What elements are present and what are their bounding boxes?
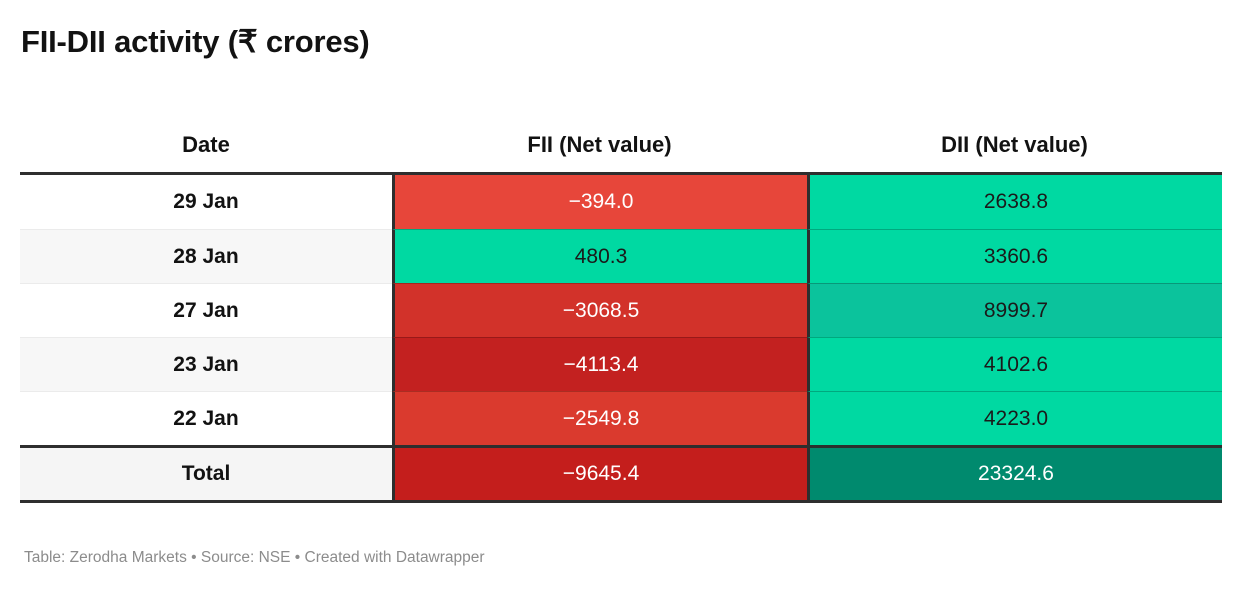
date-cell: 29 Jan	[20, 175, 392, 229]
date-cell: 23 Jan	[20, 337, 392, 391]
table-header-row: Date FII (Net value) DII (Net value)	[20, 118, 1222, 175]
column-header-fii: FII (Net value)	[527, 132, 672, 157]
dii-value-cell: 2638.8	[807, 175, 1222, 229]
dii-value-cell: 8999.7	[807, 283, 1222, 337]
dii-value-cell: 4102.6	[807, 337, 1222, 391]
table-body: 29 Jan −394.0 2638.8 28 Jan 480.3 3360.6…	[20, 175, 1222, 445]
table-total-row: Total −9645.4 23324.6	[20, 445, 1222, 503]
total-fii-value-cell: −9645.4	[392, 448, 807, 500]
fii-dii-table: Date FII (Net value) DII (Net value) 29 …	[20, 118, 1222, 503]
table-row: 29 Jan −394.0 2638.8	[20, 175, 1222, 229]
date-cell: 28 Jan	[20, 229, 392, 283]
fii-value-cell: −2549.8	[392, 391, 807, 445]
column-header-date: Date	[182, 132, 230, 157]
column-header-dii: DII (Net value)	[941, 132, 1088, 157]
date-cell: 22 Jan	[20, 391, 392, 445]
table-row: 27 Jan −3068.5 8999.7	[20, 283, 1222, 337]
page-title: FII-DII activity (₹ crores)	[21, 24, 370, 59]
table-row: 22 Jan −2549.8 4223.0	[20, 391, 1222, 445]
datawrapper-table-chart: FII-DII activity (₹ crores) Date FII (Ne…	[0, 22, 1240, 596]
dii-value-cell: 3360.6	[807, 229, 1222, 283]
fii-value-cell: −394.0	[392, 175, 807, 229]
table-row: 28 Jan 480.3 3360.6	[20, 229, 1222, 283]
table-row: 23 Jan −4113.4 4102.6	[20, 337, 1222, 391]
attribution-footer: Table: Zerodha Markets • Source: NSE • C…	[24, 549, 485, 566]
fii-value-cell: −3068.5	[392, 283, 807, 337]
fii-value-cell: −4113.4	[392, 337, 807, 391]
date-cell: 27 Jan	[20, 283, 392, 337]
fii-value-cell: 480.3	[392, 229, 807, 283]
total-dii-value-cell: 23324.6	[807, 448, 1222, 500]
dii-value-cell: 4223.0	[807, 391, 1222, 445]
total-label-cell: Total	[20, 448, 392, 500]
